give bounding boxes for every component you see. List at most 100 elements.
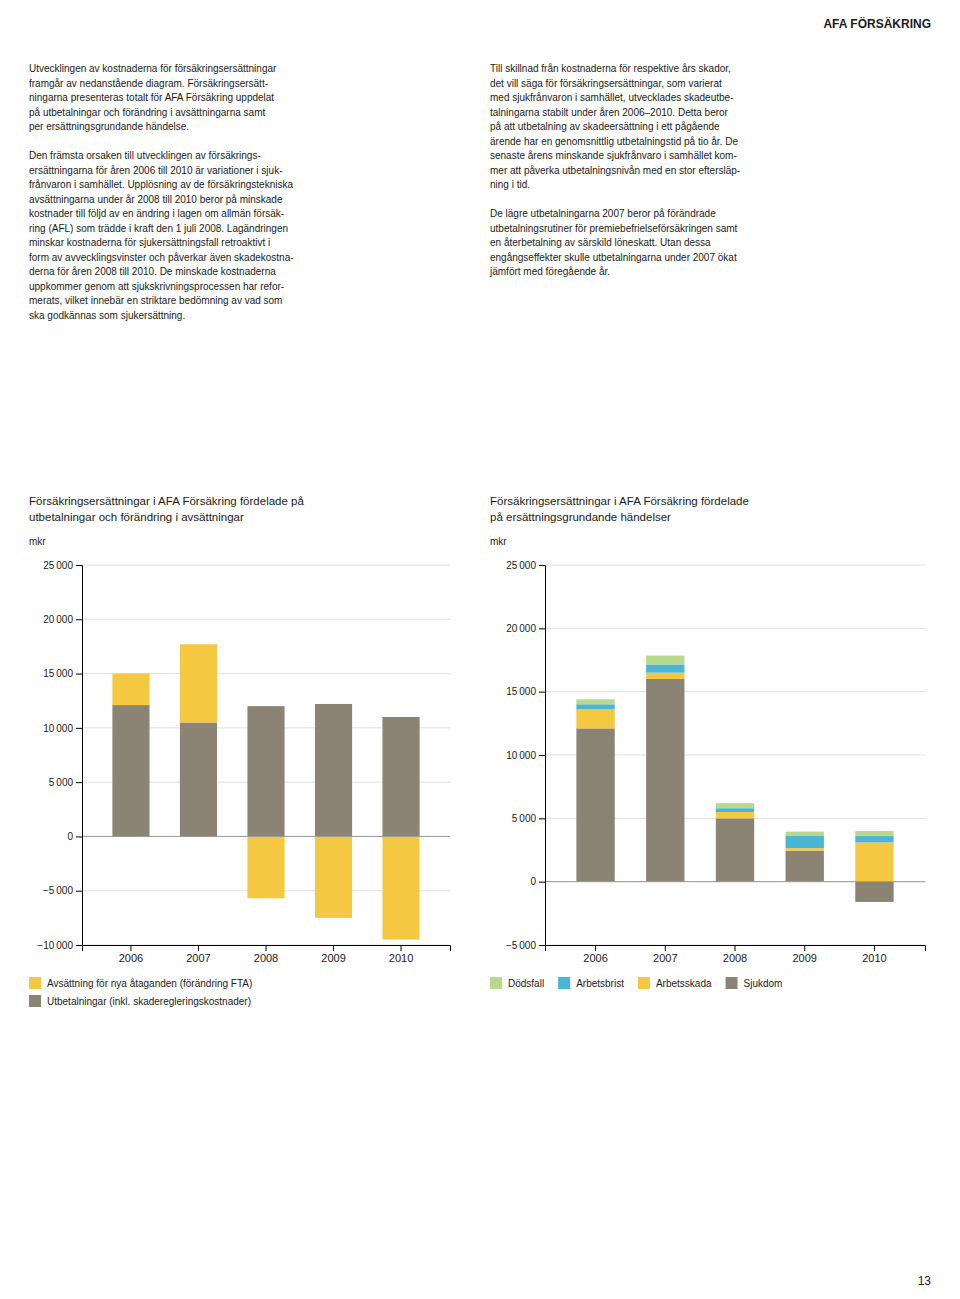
tick-mark xyxy=(665,945,666,951)
bar xyxy=(315,836,352,917)
bar xyxy=(855,882,893,902)
tick: 25 000 xyxy=(43,560,82,571)
legend-swatch xyxy=(638,977,650,989)
body-text: talningarna stabilt under åren 2006–2010… xyxy=(490,107,729,118)
y-axis: −5 00005 00010 00015 00020 00025 000 xyxy=(506,560,546,951)
tick: 10 000 xyxy=(43,723,82,734)
series xyxy=(576,656,893,837)
tick-mark xyxy=(595,945,596,951)
bar xyxy=(786,835,824,848)
bar xyxy=(716,812,754,818)
tick: −10 000 xyxy=(37,940,82,951)
bar xyxy=(382,717,419,836)
tick-mark xyxy=(874,945,875,951)
legend-swatch xyxy=(29,995,41,1007)
bar xyxy=(855,836,893,842)
legend-label: Arbetsskada xyxy=(656,978,712,989)
tick-mark xyxy=(130,945,131,951)
bar xyxy=(180,644,217,722)
grid-line xyxy=(545,691,925,692)
tick-label: 2008 xyxy=(254,952,278,964)
body-text: med sjukfrånvaron i samhället, utvecklad… xyxy=(490,92,733,103)
tick-mark xyxy=(76,891,82,892)
tick-mark xyxy=(333,945,334,951)
body-text: uppkommer genom att sjukskrivningsproces… xyxy=(29,281,284,292)
body-text: ärende har en genomsnittlig utbetalnings… xyxy=(490,136,738,147)
chart-subtitle: på ersättningsgrundande händelser xyxy=(490,511,671,523)
body-text: frånvaron i samhället. Upplösning av de … xyxy=(29,179,293,190)
tick: 2007 xyxy=(186,945,210,964)
legend-item: Dödsfall xyxy=(490,977,544,989)
axis-line xyxy=(539,566,546,946)
legend-label: Sjukdom xyxy=(744,978,783,989)
bar xyxy=(576,704,614,709)
tick: 2007 xyxy=(653,945,677,964)
body-text: ning i tid. xyxy=(490,179,530,190)
x-axis: 2006 2007 2008 2009 2010 xyxy=(83,945,451,964)
tick: 2010 xyxy=(389,945,413,964)
bar xyxy=(112,674,149,705)
tick: 15 000 xyxy=(506,686,545,697)
tick-label: 15 000 xyxy=(43,668,73,679)
chart-subtitle: utbetalningar och förändring i avsättnin… xyxy=(29,511,244,523)
tick-label: 5 000 xyxy=(49,777,74,788)
tick-label: 10 000 xyxy=(43,723,73,734)
tick-label: 2010 xyxy=(862,952,886,964)
body-text: avsättningarna under år 2008 till 2010 b… xyxy=(29,194,283,205)
plot: −10 000−5 00005 00010 00015 00020 00025 … xyxy=(37,560,450,964)
tick-label: 2009 xyxy=(321,952,345,964)
legend-swatch xyxy=(726,977,738,989)
body-text: De lägre utbetalningarna 2007 beror på f… xyxy=(490,208,716,219)
axis-line xyxy=(76,566,83,946)
body-text: per ersättningsgrundande händelse. xyxy=(29,121,189,132)
legend: DödsfallArbetsbristArbetsskadaSjukdom xyxy=(490,977,782,989)
bar xyxy=(716,803,754,808)
body-text: derna för åren 2008 till 2010. De minska… xyxy=(29,266,276,277)
series xyxy=(576,679,893,902)
bar xyxy=(247,706,284,836)
tick: 15 000 xyxy=(43,668,82,679)
body-text: Till skillnad från kostnaderna för respe… xyxy=(490,63,731,74)
bar xyxy=(576,728,614,881)
bar xyxy=(786,832,824,836)
body-text: framgår av nedanstående diagram. Försäkr… xyxy=(29,78,268,89)
tick: 2006 xyxy=(119,945,143,964)
body-text: senaste årens minskande sjukfrånvaro i s… xyxy=(490,150,737,161)
tick-label: 2007 xyxy=(653,952,677,964)
axis-line xyxy=(546,946,926,952)
body-text: merats, vilket innebär en striktare bedö… xyxy=(29,295,282,306)
tick-mark xyxy=(539,628,545,629)
body-text: Den främsta orsaken till utvecklingen av… xyxy=(29,150,261,161)
tick-label: 2006 xyxy=(119,952,143,964)
body-text: form av avvecklingsvinster och påverkar … xyxy=(29,252,294,263)
grid-line xyxy=(545,565,925,566)
tick: 20 000 xyxy=(506,623,545,634)
tick-mark xyxy=(539,945,545,946)
body-text: på utbetalningar och förändring i avsätt… xyxy=(29,107,265,118)
tick-label: 2010 xyxy=(389,952,413,964)
page-number: 13 xyxy=(918,1274,932,1288)
tick-mark xyxy=(735,945,736,951)
tick-label: 15 000 xyxy=(506,686,536,697)
tick-mark xyxy=(804,945,805,951)
bar xyxy=(855,831,893,836)
legend-label: Avsättning för nya åtaganden (förändring… xyxy=(47,978,252,989)
tick-label: 0 xyxy=(530,876,536,887)
tick-mark xyxy=(539,818,545,819)
tick-label: −5 000 xyxy=(43,885,74,896)
y-axis-title: mkr xyxy=(490,536,507,547)
tick-mark xyxy=(76,945,82,946)
tick-label: −10 000 xyxy=(37,940,73,951)
text-column: Utvecklingen av kostnaderna för försäkri… xyxy=(29,63,294,321)
tick-label: 25 000 xyxy=(43,560,73,571)
body-text: mer att påverka utbetalningsnivån med en… xyxy=(490,165,740,176)
grid xyxy=(82,565,450,945)
series xyxy=(112,704,419,836)
tick-label: 20 000 xyxy=(506,623,536,634)
tick: 5 000 xyxy=(512,813,545,824)
tick-label: 2009 xyxy=(792,952,816,964)
x-axis: 20062007200820092010 xyxy=(546,945,926,964)
bar xyxy=(716,808,754,812)
bar xyxy=(646,679,684,882)
body-text: ska godkännas som sjukersättning. xyxy=(29,310,185,321)
